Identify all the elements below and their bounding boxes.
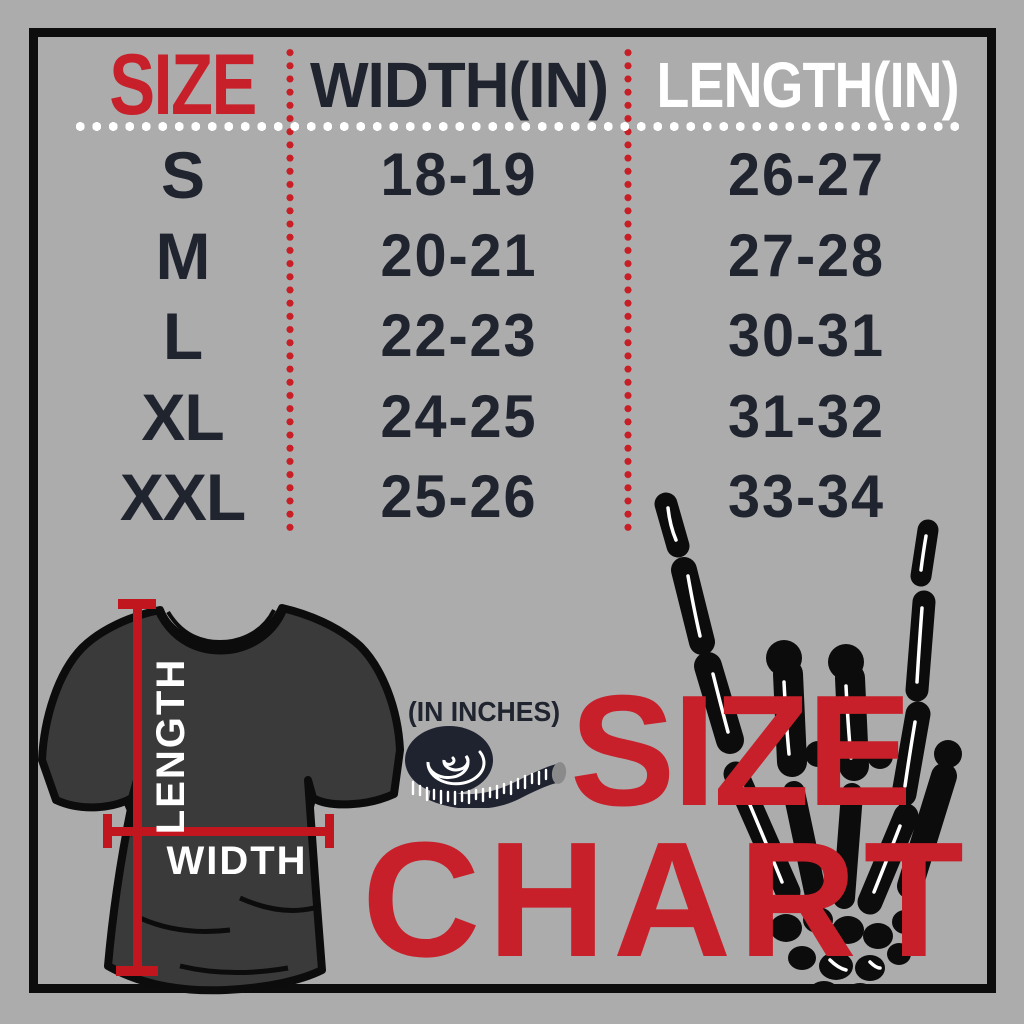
column-divider-dotted-1 bbox=[285, 46, 295, 533]
table-row: L 22-23 30-31 bbox=[75, 301, 985, 371]
table-row: XL 24-25 31-32 bbox=[75, 382, 985, 452]
measuring-tape-icon bbox=[405, 726, 567, 808]
cell-size: M bbox=[155, 218, 211, 293]
title-word-size: SIZE bbox=[570, 663, 912, 839]
cell-size: XL bbox=[141, 379, 224, 454]
table-row: S 18-19 26-27 bbox=[75, 140, 985, 210]
border-frame bbox=[29, 28, 996, 993]
column-divider-dotted-2 bbox=[623, 46, 633, 533]
size-table: S 18-19 26-27 M 20-21 27-28 L 22-23 30-3… bbox=[75, 140, 985, 532]
cell-size: XXL bbox=[119, 460, 246, 534]
cell-width: 22-23 bbox=[380, 302, 538, 369]
cell-length: 33-34 bbox=[728, 463, 885, 530]
tshirt-icon bbox=[38, 599, 404, 995]
cell-width: 18-19 bbox=[380, 141, 538, 208]
cell-width: 25-26 bbox=[380, 463, 538, 530]
header-length: LENGTH(IN) bbox=[656, 49, 960, 121]
cell-width: 24-25 bbox=[380, 382, 538, 450]
shirt-length-label: LENGTH bbox=[149, 657, 193, 835]
cell-length: 26-27 bbox=[728, 141, 885, 208]
cell-size: L bbox=[162, 299, 203, 373]
table-row: XXL 25-26 33-34 bbox=[75, 462, 985, 532]
cell-length: 27-28 bbox=[728, 221, 885, 289]
skeleton-hand-horns-icon bbox=[654, 492, 962, 990]
table-row: M 20-21 27-28 bbox=[75, 221, 985, 291]
title-word-chart: CHART bbox=[362, 808, 971, 991]
header-underline-dotted bbox=[72, 120, 960, 133]
cell-width: 20-21 bbox=[380, 221, 538, 289]
shirt-width-label: WIDTH bbox=[166, 839, 308, 883]
header-width: WIDTH(IN) bbox=[309, 49, 609, 121]
cell-size: S bbox=[160, 138, 205, 212]
cell-length: 30-31 bbox=[728, 302, 885, 369]
cell-length: 31-32 bbox=[728, 382, 885, 450]
unit-caption: (IN INCHES) bbox=[407, 696, 561, 727]
header-size: SIZE bbox=[109, 37, 257, 133]
table-header-row: SIZE WIDTH(IN) LENGTH(IN) bbox=[75, 42, 985, 128]
